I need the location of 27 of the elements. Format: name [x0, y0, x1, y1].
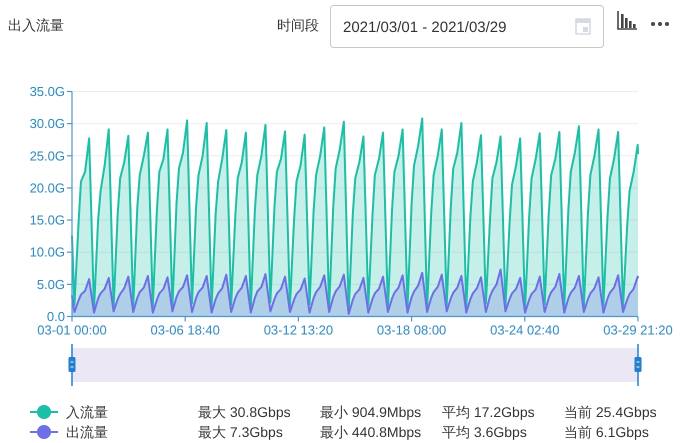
- x-tick-label: 03-12 13:20: [264, 322, 334, 338]
- y-tick-label: 10.0G: [30, 244, 65, 260]
- chart-title: 出入流量: [8, 17, 64, 33]
- text: 2021/03/01 - 2021/03/29: [343, 19, 506, 36]
- text: 最大 30.8Gbps: [198, 404, 291, 420]
- x-tick-label: 03-01 00:00: [37, 322, 107, 338]
- y-tick-label: 30.0G: [30, 116, 65, 132]
- y-tick-label: 5.0G: [36, 276, 65, 292]
- text: 平均 17.2Gbps: [442, 404, 535, 420]
- text: 当前 6.1Gbps: [564, 424, 649, 440]
- y-tick-label: 20.0G: [30, 180, 65, 196]
- y-tick-label: 15.0G: [30, 212, 65, 228]
- text: 最大 7.3Gbps: [198, 424, 283, 440]
- text: 最小 440.8Mbps: [320, 424, 422, 440]
- text: 时间段: [277, 17, 319, 33]
- x-tick-label: 03-24 02:40: [490, 322, 560, 338]
- x-tick-label: 03-18 08:00: [376, 322, 446, 338]
- text: 平均 3.6Gbps: [442, 424, 527, 440]
- x-tick-label: 03-29 21:20: [603, 322, 673, 338]
- y-tick-label: 0.0: [46, 309, 65, 324]
- y-tick-label: 25.0G: [30, 148, 65, 164]
- y-tick-label: 35.0G: [30, 84, 65, 99]
- legend-label: 出流量: [66, 424, 108, 440]
- text: 当前 25.4Gbps: [564, 404, 657, 420]
- text: 最小 904.9Mbps: [320, 404, 422, 420]
- x-tick-label: 03-06 18:40: [150, 322, 220, 338]
- legend-label: 入流量: [66, 404, 108, 420]
